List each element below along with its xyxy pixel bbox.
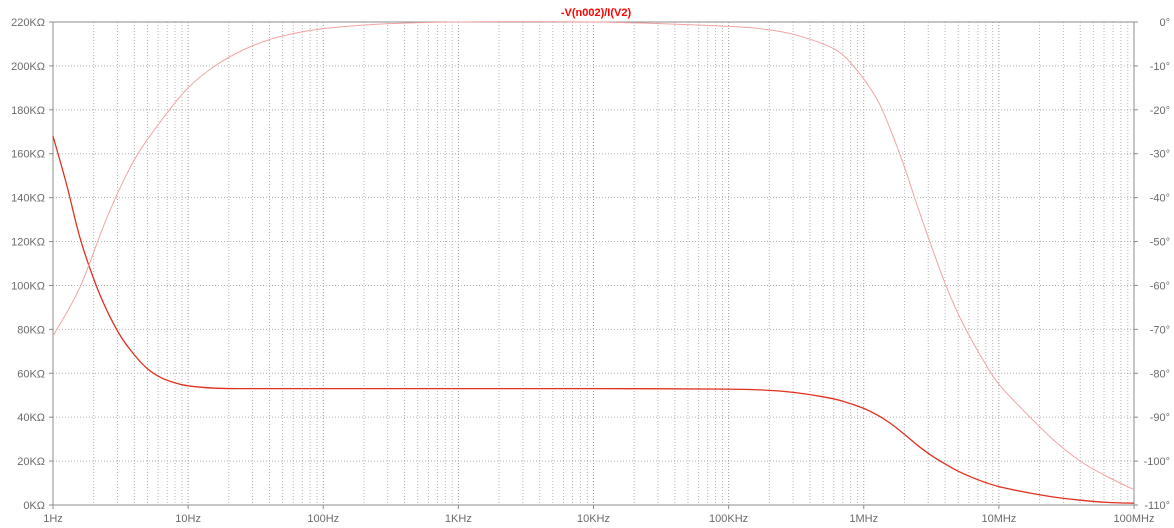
x-tick-label: 10KHz (577, 513, 610, 525)
y-left-tick-label: 20KΩ (17, 456, 45, 468)
y-left-tick-label: 140KΩ (11, 193, 45, 205)
y-left-tick-label: 180KΩ (11, 105, 45, 117)
y-right-tick-label: -60° (1150, 280, 1170, 292)
y-right-tick-label: -110° (1144, 500, 1170, 512)
x-tick-label: 100KHz (709, 513, 748, 525)
series-layer (52, 21, 1135, 504)
y-left-tick-labels: 0KΩ 20KΩ 40KΩ 60KΩ 80KΩ 100KΩ 120KΩ 140KΩ 160KΩ 1… (11, 17, 53, 512)
y-right-tick-label: -90° (1150, 412, 1170, 424)
y-left-tick-label: 80KΩ (17, 324, 45, 336)
grid (53, 22, 1134, 505)
x-tick-label: 1MHz (849, 513, 878, 525)
y-left-tick-label: 0KΩ (23, 500, 45, 512)
y-left-tick-label: 60KΩ (17, 368, 45, 380)
y-left-tick-label: 160KΩ (11, 149, 45, 161)
x-tick-label: 10MHz (981, 513, 1016, 525)
x-tick-label: 100Hz (307, 513, 339, 525)
x-tick-label: 100MHz (1114, 513, 1155, 525)
series-phase-line (52, 21, 1135, 491)
x-tick-label: 1Hz (43, 513, 63, 525)
y-right-tick-label: -20° (1150, 105, 1170, 117)
y-left-tick-label: 100KΩ (11, 280, 45, 292)
x-tick-label: 10Hz (175, 513, 201, 525)
y-right-tick-label: -30° (1150, 149, 1170, 161)
chart-title[interactable]: -V(n002)/I(V2) (561, 7, 632, 19)
y-left-tick-label: 120KΩ (11, 237, 45, 249)
series-magnitude-line (52, 136, 1135, 504)
y-right-tick-label: -80° (1150, 368, 1170, 380)
y-right-tick-label: -40° (1150, 193, 1170, 205)
y-left-tick-label: 40KΩ (17, 412, 45, 424)
x-tick-labels: 1Hz 10Hz 100Hz 1KHz 10KHz 100KHz 1MHz 10MHz 100M… (43, 505, 1154, 525)
y-right-tick-label: -50° (1150, 237, 1170, 249)
y-right-tick-labels: 0° -10° -20° -30° -40° -50° -60° -70° -80° -90° -1… (1134, 17, 1170, 512)
y-right-tick-label: -100° (1144, 456, 1170, 468)
y-right-tick-label: -70° (1150, 324, 1170, 336)
y-right-tick-label: 0° (1159, 17, 1170, 29)
y-right-tick-label: -10° (1150, 61, 1170, 73)
x-tick-label: 1KHz (445, 513, 472, 525)
y-left-tick-label: 200KΩ (11, 61, 45, 73)
y-left-tick-label: 220KΩ (11, 17, 45, 29)
